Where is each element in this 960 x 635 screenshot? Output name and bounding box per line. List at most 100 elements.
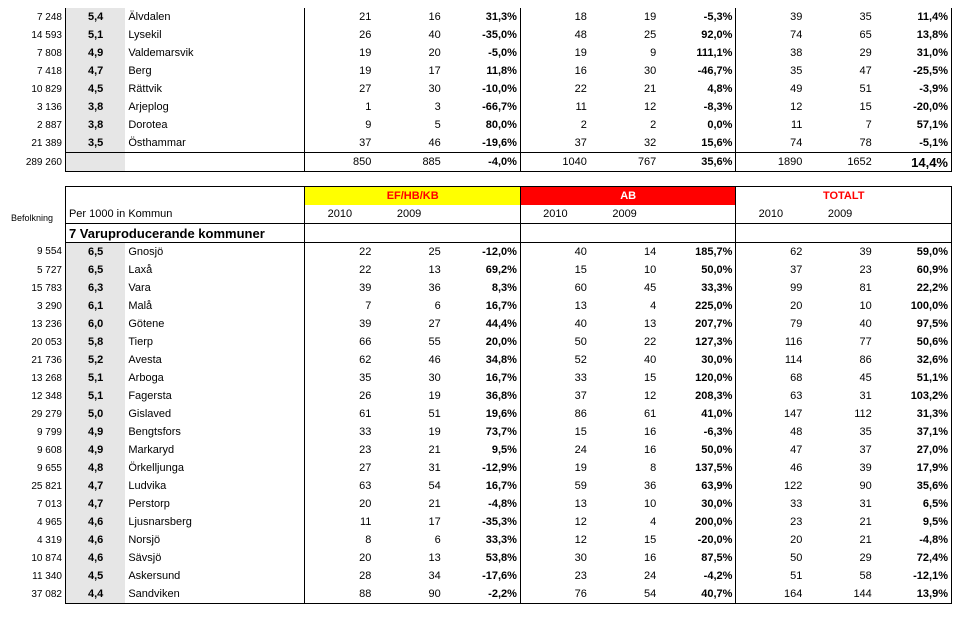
table-row: 3 1363,8Arjeplog13-66,7%1112-8,3%1215-20…	[8, 98, 952, 116]
cell-p3: 31,0%	[875, 44, 952, 62]
cell-a: 19	[305, 44, 374, 62]
cell-e: 12	[736, 98, 805, 116]
cell-e: 68	[736, 369, 805, 387]
cell-p2: -20,0%	[659, 531, 736, 549]
cell-a: 88	[305, 585, 374, 604]
cell-p2: 0,0%	[659, 116, 736, 134]
cell-d: 15	[590, 531, 659, 549]
cell-per: 4,9	[65, 44, 125, 62]
cell-c: 24	[520, 441, 589, 459]
cell-f: 45	[805, 369, 874, 387]
cell-bef: 4 965	[8, 513, 65, 531]
cell-bef: 3 136	[8, 98, 65, 116]
table-row: 9 5546,5Gnosjö2225-12,0%4014185,7%623959…	[8, 243, 952, 262]
table-row: 21 3893,5Östhammar3746-19,6%373215,6%747…	[8, 134, 952, 153]
cell-per: 5,8	[65, 333, 125, 351]
cell-d: 45	[590, 279, 659, 297]
cell-p3: 72,4%	[875, 549, 952, 567]
cell-d: 16	[590, 441, 659, 459]
cell-e: 74	[736, 134, 805, 153]
cell-d: 10	[590, 261, 659, 279]
cell-p1: -35,0%	[444, 26, 521, 44]
total-c: 1040	[520, 153, 589, 172]
cell-d: 16	[590, 423, 659, 441]
table-row: 2 8873,8Dorotea9580,0%220,0%11757,1%	[8, 116, 952, 134]
cell-e: 33	[736, 495, 805, 513]
top-rows: 7 2485,4Älvdalen211631,3%1819-5,3%393511…	[8, 8, 952, 153]
table-row: 21 7365,2Avesta624634,8%524030,0%1148632…	[8, 351, 952, 369]
table-row: 11 3404,5Askersund2834-17,6%2324-4,2%515…	[8, 567, 952, 585]
cell-e: 74	[736, 26, 805, 44]
cell-f: 40	[805, 315, 874, 333]
cell-kom: Arboga	[125, 369, 305, 387]
cell-c: 76	[520, 585, 589, 604]
cell-d: 32	[590, 134, 659, 153]
cell-e: 62	[736, 243, 805, 262]
cell-p2: 63,9%	[659, 477, 736, 495]
cell-per: 5,1	[65, 369, 125, 387]
total-p1: -4,0%	[444, 153, 521, 172]
cell-p2: 127,3%	[659, 333, 736, 351]
cell-c: 15	[520, 261, 589, 279]
total-bef: 289 260	[8, 153, 65, 172]
cell-b: 19	[374, 387, 443, 405]
cell-f: 21	[805, 513, 874, 531]
cell-bef: 10 829	[8, 80, 65, 98]
cell-p2: 50,0%	[659, 261, 736, 279]
cell-c: 22	[520, 80, 589, 98]
cell-c: 19	[520, 459, 589, 477]
cell-c: 15	[520, 423, 589, 441]
cell-p3: 22,2%	[875, 279, 952, 297]
cell-per: 3,5	[65, 134, 125, 153]
cell-bef: 9 799	[8, 423, 65, 441]
cell-d: 12	[590, 98, 659, 116]
table-row: 9 6084,9Markaryd23219,5%241650,0%473727,…	[8, 441, 952, 459]
cell-bef: 37 082	[8, 585, 65, 604]
cell-bef: 14 593	[8, 26, 65, 44]
cell-d: 21	[590, 80, 659, 98]
cell-p1: 36,8%	[444, 387, 521, 405]
cell-a: 19	[305, 62, 374, 80]
cell-d: 12	[590, 387, 659, 405]
section-title: 7 Varuproducerande kommuner	[65, 224, 304, 243]
cell-f: 78	[805, 134, 874, 153]
cell-f: 65	[805, 26, 874, 44]
cell-kom: Gislaved	[125, 405, 305, 423]
cell-kom: Örkelljunga	[125, 459, 305, 477]
cell-p1: 53,8%	[444, 549, 521, 567]
cell-p3: 17,9%	[875, 459, 952, 477]
table-row: 15 7836,3Vara39368,3%604533,3%998122,2%	[8, 279, 952, 297]
label-befolkning: Befolkning	[8, 205, 65, 224]
cell-p1: -5,0%	[444, 44, 521, 62]
cell-p2: -46,7%	[659, 62, 736, 80]
cell-bef: 9 554	[8, 243, 65, 262]
cell-d: 16	[590, 549, 659, 567]
cell-a: 33	[305, 423, 374, 441]
cell-a: 35	[305, 369, 374, 387]
cell-kom: Dorotea	[125, 116, 305, 134]
cell-b: 30	[374, 80, 443, 98]
cell-per: 3,8	[65, 116, 125, 134]
cell-per: 5,2	[65, 351, 125, 369]
hdr-y2-1: 2009	[374, 205, 443, 224]
cell-p1: -66,7%	[444, 98, 521, 116]
cell-bef: 7 418	[8, 62, 65, 80]
cell-p3: 13,9%	[875, 585, 952, 604]
top-total-row: 289 260 850 885 -4,0% 1040 767 35,6% 189…	[8, 153, 952, 172]
cell-c: 86	[520, 405, 589, 423]
cell-c: 18	[520, 8, 589, 26]
cell-kom: Malå	[125, 297, 305, 315]
bottom-rows: 9 5546,5Gnosjö2225-12,0%4014185,7%623959…	[8, 243, 952, 604]
cell-c: 11	[520, 98, 589, 116]
cell-bef: 4 319	[8, 531, 65, 549]
cell-e: 51	[736, 567, 805, 585]
table-row: 4 9654,6Ljusnarsberg1117-35,3%124200,0%2…	[8, 513, 952, 531]
cell-f: 90	[805, 477, 874, 495]
cell-b: 6	[374, 297, 443, 315]
table-row: 13 2366,0Götene392744,4%4013207,7%794097…	[8, 315, 952, 333]
cell-d: 15	[590, 369, 659, 387]
cell-b: 6	[374, 531, 443, 549]
cell-c: 12	[520, 531, 589, 549]
cell-d: 10	[590, 495, 659, 513]
cell-p3: 37,1%	[875, 423, 952, 441]
